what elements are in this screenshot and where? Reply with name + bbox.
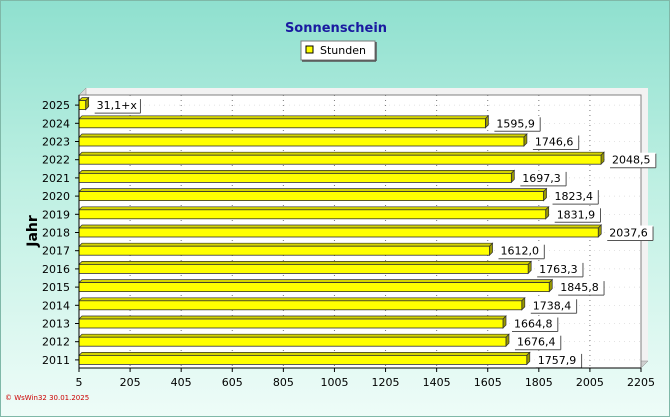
y-tick-label: 2011 bbox=[42, 354, 70, 367]
y-tick-label: 2022 bbox=[42, 154, 70, 167]
data-label: 1595,9 bbox=[496, 117, 535, 130]
y-tick-label: 2021 bbox=[42, 172, 70, 185]
x-tick-label: 5 bbox=[76, 376, 83, 389]
data-label: 2048,5 bbox=[612, 154, 651, 167]
bar-top-face bbox=[78, 170, 516, 174]
legend-box bbox=[300, 40, 376, 61]
y-tick-label: 2025 bbox=[42, 99, 70, 112]
bar-top-face bbox=[78, 151, 605, 156]
bar-2022 bbox=[78, 154, 602, 165]
bar-2018 bbox=[78, 227, 599, 238]
x-tick-label: 605 bbox=[222, 376, 243, 389]
bar-top-face bbox=[78, 115, 490, 120]
y-tick-label: 2018 bbox=[42, 227, 70, 240]
x-tick-label: 1405 bbox=[423, 376, 451, 389]
data-label-box bbox=[519, 170, 567, 186]
x-tick-label: 2005 bbox=[576, 376, 604, 389]
data-label-box bbox=[513, 334, 561, 350]
y-tick-label: 2017 bbox=[42, 245, 70, 258]
footer-credit: © WsWin32 30.01.2025 bbox=[5, 394, 89, 402]
data-label: 1746,6 bbox=[535, 136, 574, 149]
x-tick-label: 1205 bbox=[372, 376, 400, 389]
data-label-box bbox=[536, 261, 583, 277]
data-label-box bbox=[534, 352, 582, 368]
bar-2019 bbox=[78, 209, 547, 220]
bar-top-face bbox=[78, 297, 526, 302]
bar-top-face bbox=[78, 242, 494, 247]
bar-2024 bbox=[78, 118, 486, 129]
y-tick-label: 2014 bbox=[42, 299, 70, 312]
bar-2023 bbox=[78, 136, 525, 147]
data-label-box bbox=[606, 225, 654, 241]
x-tick-label: 1805 bbox=[525, 376, 553, 389]
bar-top-face bbox=[78, 261, 533, 265]
bar-2014 bbox=[78, 300, 523, 311]
bar-top-face bbox=[78, 133, 528, 138]
data-label: 1664,8 bbox=[514, 318, 553, 331]
data-label-box bbox=[511, 316, 558, 332]
x-tick-label: 205 bbox=[120, 376, 141, 389]
data-label-box bbox=[493, 116, 541, 132]
y-tick-label: 2020 bbox=[42, 190, 70, 203]
bar-top-face bbox=[78, 315, 507, 320]
bar-top-face bbox=[78, 333, 510, 338]
x-tick-label: 805 bbox=[273, 376, 294, 389]
bar-top-face bbox=[78, 279, 554, 283]
y-axis-label: Jahr bbox=[25, 215, 41, 248]
bar-2013 bbox=[78, 318, 504, 329]
data-label: 1831,9 bbox=[557, 208, 596, 221]
bar-2020 bbox=[78, 191, 544, 202]
y-tick-label: 2024 bbox=[42, 117, 70, 130]
y-tick-label: 2016 bbox=[42, 263, 70, 276]
bar-2016 bbox=[78, 263, 529, 274]
x-tick-label: 1605 bbox=[474, 376, 502, 389]
legend-swatch bbox=[305, 45, 314, 54]
y-tick-label: 2013 bbox=[42, 318, 70, 331]
bar-top-face bbox=[78, 352, 531, 356]
bar-2017 bbox=[78, 245, 490, 256]
data-label-box bbox=[93, 98, 141, 114]
bar-top-face bbox=[78, 206, 550, 211]
data-label-box bbox=[609, 152, 656, 168]
data-label-box bbox=[529, 298, 577, 314]
bar-2025 bbox=[78, 100, 87, 110]
data-label-box bbox=[553, 207, 601, 223]
legend-label: Stunden bbox=[320, 44, 366, 57]
y-tick-label: 2019 bbox=[42, 208, 70, 221]
data-label: 1676,4 bbox=[517, 336, 556, 349]
bar-top-face bbox=[78, 188, 548, 192]
data-label: 1845,8 bbox=[560, 281, 599, 294]
x-tick-label: 2205 bbox=[627, 376, 655, 389]
bar-top-face bbox=[78, 224, 603, 229]
data-label-box bbox=[497, 243, 545, 259]
bar-2021 bbox=[78, 172, 512, 183]
y-tick-label: 2023 bbox=[42, 136, 70, 149]
y-tick-label: 2015 bbox=[42, 281, 70, 294]
y-tick-label: 2012 bbox=[42, 336, 70, 349]
data-label: 1763,3 bbox=[539, 263, 578, 276]
bar-2012 bbox=[78, 336, 507, 347]
x-tick-label: 1005 bbox=[320, 376, 348, 389]
bar-2011 bbox=[78, 354, 528, 365]
data-label: 1697,3 bbox=[522, 172, 561, 185]
data-label: 1757,9 bbox=[538, 354, 577, 367]
data-label-box bbox=[551, 189, 599, 205]
data-label-box bbox=[531, 134, 579, 150]
x-tick-label: 405 bbox=[171, 376, 192, 389]
data-label: 31,1+x bbox=[97, 99, 138, 112]
data-label: 1823,4 bbox=[555, 190, 594, 203]
chart-title: Sonnenschein bbox=[285, 21, 387, 36]
data-label: 2037,6 bbox=[609, 227, 648, 240]
data-label: 1612,0 bbox=[501, 245, 540, 258]
data-label: 1738,4 bbox=[533, 299, 572, 312]
bar-2015 bbox=[78, 282, 550, 293]
data-label-box bbox=[557, 280, 605, 296]
